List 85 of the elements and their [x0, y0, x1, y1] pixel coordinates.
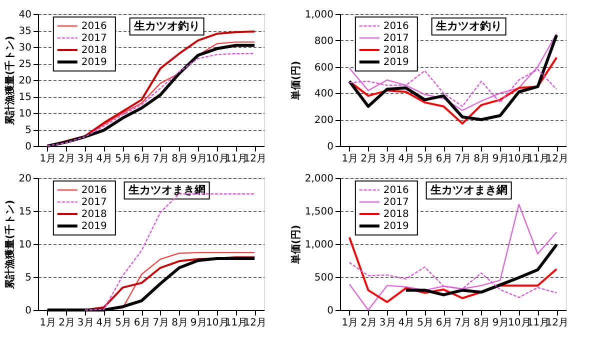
x-tick-label: 9月: [190, 318, 207, 328]
x-tick-label: 3月: [77, 154, 94, 164]
legend-label: 2019: [81, 57, 107, 68]
legend-label: 2016: [383, 21, 409, 32]
y-axis-title: 単価(円): [290, 60, 302, 102]
x-tick-label: 3月: [77, 318, 94, 328]
legend-label: 2016: [81, 185, 107, 196]
y-tick-label: 25: [18, 59, 32, 70]
x-tick-label: 8月: [172, 318, 188, 328]
x-tick-label: 1月: [40, 154, 56, 164]
text: 生カツオまき網: [429, 184, 508, 196]
legend-label: 2019: [81, 221, 107, 232]
y-tick-label: 1,000: [304, 10, 334, 20]
x-tick-label: 9月: [190, 154, 207, 164]
legend-label: 2018: [81, 45, 107, 56]
y-axis-title: 単価(円): [290, 224, 302, 266]
legend-label: 2018: [81, 209, 107, 220]
x-tick-label: 6月: [134, 154, 150, 164]
y-tick-label: 30: [18, 42, 32, 54]
y-tick-label: 5: [25, 125, 32, 136]
y-tick-label: 0: [25, 306, 32, 316]
y-tick-label: 15: [18, 92, 32, 103]
x-tick-label: 6月: [436, 154, 452, 164]
x-tick-label: 4月: [398, 318, 415, 328]
x-tick-label: 9月: [492, 154, 509, 164]
x-tick-label: 4月: [398, 154, 415, 164]
x-tick-label: 3月: [379, 318, 396, 328]
x-tick-label: 5月: [417, 318, 434, 328]
legend-label: 2019: [383, 57, 409, 68]
y-tick-label: 0: [25, 142, 32, 152]
x-tick-label: 8月: [172, 154, 188, 164]
x-tick-label: 8月: [474, 154, 490, 164]
y-axis-title: 累計漁獲量(千トン): [4, 200, 16, 290]
x-tick-label: 5月: [115, 154, 132, 164]
y-tick-label: 15: [18, 206, 32, 218]
y-tick-label: 600: [314, 62, 334, 74]
x-tick-label: 7月: [152, 318, 170, 328]
x-tick-label: 9月: [492, 318, 509, 328]
x-tick-label: 5月: [115, 318, 132, 328]
y-tick-label: 200: [314, 115, 334, 126]
y-tick-label: 0: [327, 306, 334, 316]
y-tick-label: 1,500: [304, 206, 334, 218]
x-tick-label: 6月: [436, 318, 452, 328]
legend-label: 2017: [383, 33, 409, 44]
x-tick-label: 6月: [134, 318, 150, 328]
x-tick-label: 2月: [58, 154, 75, 164]
legend-label: 2017: [81, 33, 107, 44]
x-tick-label: 1月: [342, 318, 358, 328]
x-tick-label: 4月: [96, 154, 113, 164]
legend-label: 2017: [81, 197, 107, 208]
legend-label: 2019: [383, 221, 409, 232]
y-tick-label: 2,000: [304, 174, 334, 184]
y-tick-label: 1,000: [304, 240, 334, 250]
x-tick-label: 1月: [40, 318, 56, 328]
y-axis-title: 累計漁獲量(千トン): [4, 36, 16, 126]
x-tick-label: 1月: [342, 154, 358, 164]
legend-label: 2018: [383, 45, 409, 56]
y-tick-label: 35: [18, 26, 32, 37]
x-tick-label: 8月: [474, 318, 490, 328]
text: 生カツオまき網: [127, 184, 206, 196]
x-tick-label: 3月: [379, 154, 396, 164]
text: 生カツオ釣り: [132, 20, 200, 32]
y-tick-label: 10: [18, 240, 32, 250]
y-tick-label: 800: [314, 36, 334, 47]
y-tick-label: 5: [25, 272, 32, 284]
x-tick-label: 2月: [360, 318, 377, 328]
legend-label: 2018: [383, 209, 409, 220]
y-tick-label: 10: [18, 108, 32, 120]
x-tick-label: 4月: [96, 318, 113, 328]
y-tick-label: 500: [314, 272, 334, 284]
y-tick-label: 40: [18, 10, 32, 20]
x-tick-label: 2月: [58, 318, 75, 328]
x-tick-label: 7月: [454, 318, 472, 328]
x-tick-label: 7月: [454, 154, 472, 164]
y-tick-label: 20: [18, 76, 32, 86]
x-tick-label: 5月: [417, 154, 434, 164]
x-tick-label: 7月: [152, 154, 170, 164]
y-tick-label: 0: [327, 142, 334, 152]
text: 生カツオ釣り: [434, 20, 502, 32]
legend-label: 2016: [81, 21, 107, 32]
y-tick-label: 20: [18, 174, 32, 184]
legend-label: 2017: [383, 197, 409, 208]
x-tick-label: 2月: [360, 154, 377, 164]
y-tick-label: 400: [314, 88, 334, 100]
legend-label: 2016: [383, 185, 409, 196]
